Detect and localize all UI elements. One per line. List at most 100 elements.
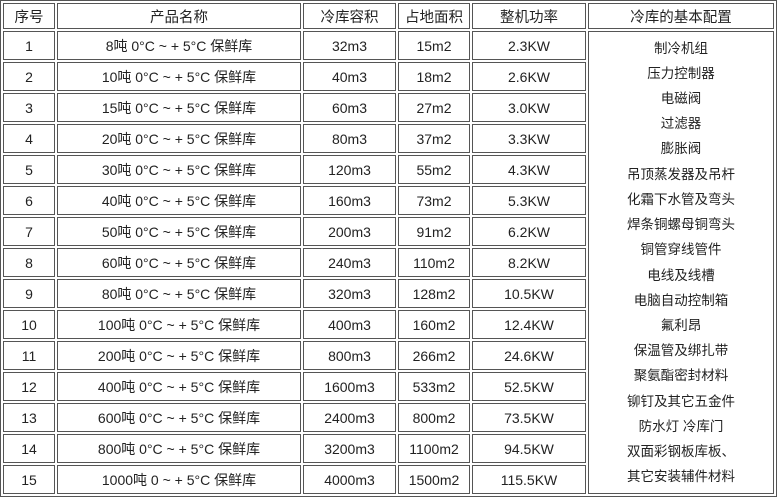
config-item: 双面彩钢板库板、 (627, 443, 735, 459)
col-volume-cell: 32m3 (303, 31, 396, 60)
col-volume-cell: 240m3 (303, 248, 396, 277)
col-product-name-cell: 80吨 0°C ~ + 5°C 保鲜库 (57, 279, 301, 308)
config-item: 聚氨酯密封材料 (633, 368, 729, 384)
col-product-name-cell: 40吨 0°C ~ + 5°C 保鲜库 (57, 186, 301, 215)
table-row: 1 8吨 0°C ~ + 5°C 保鲜库 32m3 15m2 2.3KW 制冷机组压力控制… (3, 31, 774, 494)
col-area-cell: 18m2 (398, 62, 470, 91)
table-row: 5 30吨 0°C ~ + 5°C 保鲜库 120m3 55m2 4.3KW (3, 155, 774, 184)
config-item: 制冷机组 (654, 40, 708, 56)
col-index-cell: 9 (3, 279, 55, 308)
table-row: 11 200吨 0°C ~ + 5°C 保鲜库 800m3 266m2 24.6KW (3, 341, 774, 370)
col-product-name-cell: 600吨 0°C ~ + 5°C 保鲜库 (57, 403, 301, 432)
col-power-cell: 2.6KW (472, 62, 586, 91)
config-item: 铆钉及其它五金件 (627, 393, 735, 409)
col-volume-cell: 120m3 (303, 155, 396, 184)
col-volume-cell: 1600m3 (303, 372, 396, 401)
table-row: 14 800吨 0°C ~ + 5°C 保鲜库 3200m3 1100m2 94.5KW (3, 434, 774, 463)
col-index-cell: 7 (3, 217, 55, 246)
table-row: 10 100吨 0°C ~ + 5°C 保鲜库 400m3 160m2 12.4KW (3, 310, 774, 339)
col-area-cell: 27m2 (398, 93, 470, 122)
table-row: 15 1000吨 0 ~ + 5°C 保鲜库 4000m3 1500m2 115.5KW (3, 465, 774, 494)
col-area-cell: 15m2 (398, 31, 470, 60)
col-index-cell: 11 (3, 341, 55, 370)
col-product-name-cell: 100吨 0°C ~ + 5°C 保鲜库 (57, 310, 301, 339)
table-row: 3 15吨 0°C ~ + 5°C 保鲜库 60m3 27m2 3.0KW (3, 93, 774, 122)
config-item: 防水灯 冷库门 (638, 418, 724, 434)
col-volume-cell: 40m3 (303, 62, 396, 91)
col-index-cell: 4 (3, 124, 55, 153)
config-item: 氟利昂 (660, 317, 702, 333)
col-power-cell: 3.3KW (472, 124, 586, 153)
col-index-cell: 2 (3, 62, 55, 91)
col-area-cell: 55m2 (398, 155, 470, 184)
config-item: 铜管穿线管件 (640, 242, 722, 258)
col-volume-cell: 200m3 (303, 217, 396, 246)
config-item: 膨胀阀 (660, 141, 702, 157)
col-volume-cell: 800m3 (303, 341, 396, 370)
table-row: 2 10吨 0°C ~ + 5°C 保鲜库 40m3 18m2 2.6KW (3, 62, 774, 91)
header-col-index: 序号 (3, 3, 55, 29)
config-item: 电线及线槽 (647, 267, 715, 283)
col-area-cell: 266m2 (398, 341, 470, 370)
col-power-cell: 52.5KW (472, 372, 586, 401)
table-row: 8 60吨 0°C ~ + 5°C 保鲜库 240m3 110m2 8.2KW (3, 248, 774, 277)
col-power-cell: 2.3KW (472, 31, 586, 60)
col-power-cell: 3.0KW (472, 93, 586, 122)
col-volume-cell: 2400m3 (303, 403, 396, 432)
col-product-name-cell: 60吨 0°C ~ + 5°C 保鲜库 (57, 248, 301, 277)
col-area-cell: 73m2 (398, 186, 470, 215)
col-area-cell: 1100m2 (398, 434, 470, 463)
header-col-product-name: 产品名称 (57, 3, 301, 29)
header-col-area: 占地面积 (398, 3, 470, 29)
config-item: 其它安装辅件材料 (627, 469, 735, 485)
col-index-cell: 13 (3, 403, 55, 432)
col-power-cell: 10.5KW (472, 279, 586, 308)
col-area-cell: 91m2 (398, 217, 470, 246)
config-item: 过滤器 (660, 116, 702, 132)
col-index-cell: 10 (3, 310, 55, 339)
col-volume-cell: 320m3 (303, 279, 396, 308)
table-row: 12 400吨 0°C ~ + 5°C 保鲜库 1600m3 533m2 52.5KW (3, 372, 774, 401)
col-power-cell: 24.6KW (472, 341, 586, 370)
table-row: 6 40吨 0°C ~ + 5°C 保鲜库 160m3 73m2 5.3KW (3, 186, 774, 215)
col-index-cell: 3 (3, 93, 55, 122)
header-row: 序号 产品名称 冷库容积 占地面积 整机功率 冷库的基本配置 (3, 3, 774, 29)
config-item: 焊条铜螺母铜弯头 (627, 217, 735, 233)
col-product-name-cell: 800吨 0°C ~ + 5°C 保鲜库 (57, 434, 301, 463)
col-power-cell: 94.5KW (472, 434, 586, 463)
col-power-cell: 5.3KW (472, 186, 586, 215)
col-product-name-cell: 30吨 0°C ~ + 5°C 保鲜库 (57, 155, 301, 184)
config-item: 吊顶蒸发器及吊杆 (627, 166, 735, 182)
col-area-cell: 37m2 (398, 124, 470, 153)
col-power-cell: 8.2KW (472, 248, 586, 277)
header-col-config: 冷库的基本配置 (588, 3, 774, 29)
table-row: 13 600吨 0°C ~ + 5°C 保鲜库 2400m3 800m2 73.5KW (3, 403, 774, 432)
config-item: 压力控制器 (647, 65, 715, 81)
table-row: 7 50吨 0°C ~ + 5°C 保鲜库 200m3 91m2 6.2KW (3, 217, 774, 246)
col-index-cell: 6 (3, 186, 55, 215)
col-index-cell: 5 (3, 155, 55, 184)
col-product-name-cell: 8吨 0°C ~ + 5°C 保鲜库 (57, 31, 301, 60)
col-power-cell: 12.4KW (472, 310, 586, 339)
table-row: 4 20吨 0°C ~ + 5°C 保鲜库 80m3 37m2 3.3KW (3, 124, 774, 153)
col-volume-cell: 60m3 (303, 93, 396, 122)
col-index-cell: 8 (3, 248, 55, 277)
table-row: 9 80吨 0°C ~ + 5°C 保鲜库 320m3 128m2 10.5KW (3, 279, 774, 308)
col-index-cell: 14 (3, 434, 55, 463)
col-product-name-cell: 20吨 0°C ~ + 5°C 保鲜库 (57, 124, 301, 153)
col-product-name-cell: 50吨 0°C ~ + 5°C 保鲜库 (57, 217, 301, 246)
col-area-cell: 800m2 (398, 403, 470, 432)
col-area-cell: 128m2 (398, 279, 470, 308)
col-power-cell: 4.3KW (472, 155, 586, 184)
col-area-cell: 533m2 (398, 372, 470, 401)
col-area-cell: 110m2 (398, 248, 470, 277)
config-list-cell: 制冷机组 压力控制器 电磁阀 过滤器 膨胀阀 吊顶蒸发器及吊杆 化霜下水管及弯头 焊条铜螺母铜… (588, 31, 774, 494)
col-product-name-cell: 400吨 0°C ~ + 5°C 保鲜库 (57, 372, 301, 401)
col-product-name-cell: 15吨 0°C ~ + 5°C 保鲜库 (57, 93, 301, 122)
col-power-cell: 73.5KW (472, 403, 586, 432)
header-col-power: 整机功率 (472, 3, 586, 29)
config-item: 电脑自动控制箱 (633, 292, 729, 308)
col-index-cell: 1 (3, 31, 55, 60)
col-product-name-cell: 10吨 0°C ~ + 5°C 保鲜库 (57, 62, 301, 91)
